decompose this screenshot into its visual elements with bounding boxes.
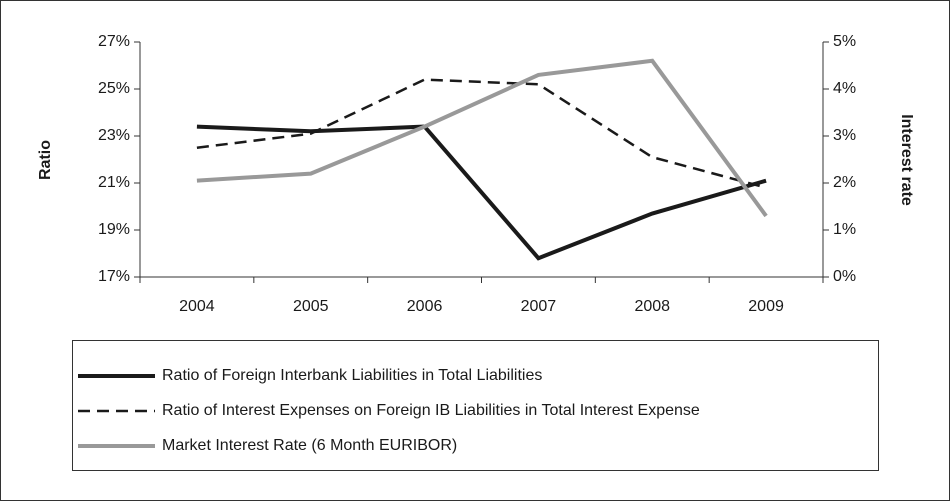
legend-label: Ratio of Interest Expenses on Foreign IB…	[162, 402, 700, 419]
x-tick-label: 2007	[521, 298, 557, 315]
x-tick-label: 2009	[748, 298, 784, 315]
y2-axis-title: Interest rate	[898, 114, 915, 206]
x-tick-label: 2006	[407, 298, 443, 315]
series-line	[196, 78, 767, 189]
y2-tick-label: 4%	[833, 80, 856, 97]
y-tick-label: 21%	[98, 174, 130, 191]
y2-tick-label: 1%	[833, 221, 856, 238]
series-line	[196, 58, 768, 218]
x-tick-label: 2004	[179, 298, 215, 315]
legend-label: Market Interest Rate (6 Month EURIBOR)	[162, 437, 457, 454]
y-tick-label: 27%	[98, 33, 130, 50]
y-tick-label: 17%	[98, 268, 130, 285]
y2-tick-label: 0%	[833, 268, 856, 285]
y-tick-label: 19%	[98, 221, 130, 238]
y-axis-title: Ratio	[37, 140, 54, 180]
y2-tick-label: 3%	[833, 127, 856, 144]
series-line	[196, 124, 767, 261]
y2-tick-label: 2%	[833, 174, 856, 191]
y-tick-label: 25%	[98, 80, 130, 97]
x-tick-label: 2008	[634, 298, 670, 315]
y2-tick-label: 5%	[833, 33, 856, 50]
x-tick-label: 2005	[293, 298, 329, 315]
legend-box	[72, 340, 879, 471]
legend-label: Ratio of Foreign Interbank Liabilities i…	[162, 367, 542, 384]
y-tick-label: 23%	[98, 127, 130, 144]
